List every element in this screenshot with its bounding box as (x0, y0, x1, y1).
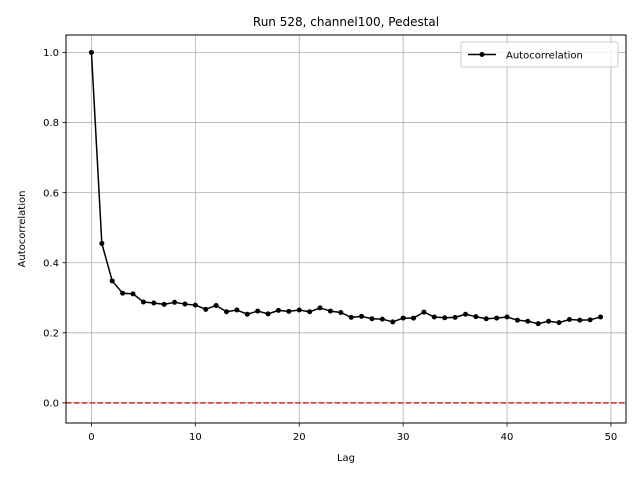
y-tick-label: 0.0 (43, 398, 59, 409)
data-point (421, 309, 427, 315)
ticks: 0 10 20 30 40 50 0.0 0.2 0.4 0.6 0.8 1.0 (43, 48, 617, 443)
x-axis-label: Lag (337, 453, 355, 464)
data-point (431, 314, 437, 320)
data-point (494, 315, 500, 321)
data-point (109, 278, 115, 284)
y-tick-label: 1.0 (43, 48, 59, 59)
data-point (556, 320, 562, 326)
x-tick-label: 20 (293, 432, 306, 443)
data-point (473, 314, 479, 320)
data-point (327, 308, 333, 314)
data-point (224, 309, 230, 315)
data-point (400, 315, 406, 321)
data-point (172, 299, 178, 305)
data-point (462, 311, 468, 317)
data-point (587, 317, 593, 323)
series-group (88, 50, 604, 327)
data-point (286, 308, 292, 314)
y-axis-label: Autocorrelation (17, 191, 28, 268)
data-point (348, 314, 354, 320)
data-point (203, 306, 209, 312)
legend-box (460, 41, 619, 68)
legend-label: Autocorrelation (506, 51, 583, 62)
x-tick-label: 0 (88, 432, 94, 443)
data-point (514, 317, 520, 323)
data-point (525, 318, 531, 324)
data-point (99, 240, 105, 246)
data-point (379, 316, 385, 322)
legend-marker (479, 52, 485, 57)
data-point (307, 309, 313, 315)
data-point (182, 301, 188, 307)
data-point (296, 307, 302, 313)
data-point (244, 311, 250, 317)
data-point (359, 313, 365, 319)
data-point (120, 290, 126, 296)
data-point (140, 299, 146, 305)
y-tick-label: 0.6 (43, 188, 59, 199)
data-point (442, 315, 448, 321)
data-point (598, 314, 604, 320)
data-point (566, 316, 572, 322)
data-point (369, 316, 375, 322)
data-point (130, 291, 136, 297)
data-point (504, 314, 510, 320)
data-point (411, 315, 417, 321)
plot-frame (65, 34, 627, 424)
legend: Autocorrelation (460, 41, 619, 68)
data-point (255, 308, 261, 314)
x-tick-label: 50 (605, 432, 618, 443)
data-point (88, 50, 94, 56)
data-point (151, 300, 157, 306)
data-point (213, 302, 219, 308)
chart-title: Run 528, channel100, Pedestal (253, 15, 439, 29)
data-point (338, 309, 344, 315)
x-tick-label: 10 (189, 432, 202, 443)
x-tick-label: 40 (501, 432, 514, 443)
y-tick-label: 0.4 (43, 258, 59, 269)
data-point (317, 305, 323, 311)
data-point (234, 307, 240, 313)
y-tick-label: 0.8 (43, 118, 59, 129)
data-point (535, 321, 541, 327)
grid (66, 35, 626, 423)
data-point (452, 314, 458, 320)
data-point (192, 302, 198, 308)
data-point (265, 311, 271, 317)
data-point (390, 319, 396, 325)
data-point (161, 301, 167, 307)
data-point (577, 317, 583, 323)
x-tick-label: 30 (397, 432, 410, 443)
data-point (275, 307, 281, 313)
y-tick-label: 0.2 (43, 328, 59, 339)
data-point (546, 318, 552, 324)
data-point (483, 316, 489, 322)
